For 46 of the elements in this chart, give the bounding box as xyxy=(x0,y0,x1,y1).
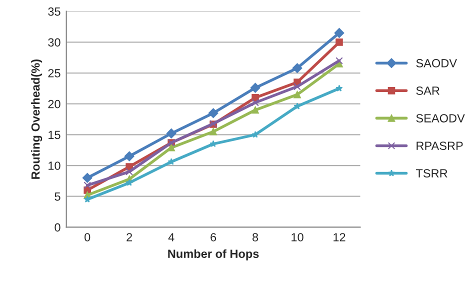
point xyxy=(208,108,218,118)
x-tick-label: 0 xyxy=(84,233,90,242)
point xyxy=(334,28,344,38)
y-tick-label: 20 xyxy=(48,100,60,108)
point xyxy=(252,131,259,138)
y-tick-label: 30 xyxy=(48,38,60,47)
y-tick-label: 25 xyxy=(48,69,60,78)
point xyxy=(124,151,134,162)
point xyxy=(292,63,302,74)
point xyxy=(336,57,343,64)
x-tick-label: 8 xyxy=(252,233,258,242)
point xyxy=(82,172,92,183)
point xyxy=(294,90,301,98)
legend-label: RPASRP xyxy=(416,142,463,150)
point xyxy=(210,140,217,147)
legend-label: TSRR xyxy=(416,169,448,178)
x-tick-label: 4 xyxy=(168,233,174,242)
legend-label: SAR xyxy=(416,86,440,95)
y-axis-title: Routing Overhead(%) xyxy=(31,60,42,179)
point xyxy=(336,38,343,46)
legend-label: SEAODV xyxy=(416,114,465,122)
x-axis-title: Number of Hops xyxy=(168,249,259,260)
point xyxy=(294,82,301,90)
point xyxy=(84,196,91,202)
point xyxy=(252,98,259,106)
point xyxy=(252,106,259,114)
y-tick-label: 15 xyxy=(48,130,60,140)
point xyxy=(294,102,301,110)
point xyxy=(336,84,343,92)
x-tick-label: 10 xyxy=(292,233,304,242)
point xyxy=(126,179,133,186)
y-tick-label: 0 xyxy=(54,223,60,232)
x-tick-label: 12 xyxy=(334,233,346,242)
y-tick-label: 10 xyxy=(48,162,60,170)
y-tick-label: 5 xyxy=(54,192,60,201)
point xyxy=(168,144,175,152)
point xyxy=(250,82,260,93)
point xyxy=(126,168,133,176)
point xyxy=(84,182,91,189)
legend-label: SAODV xyxy=(416,59,457,68)
y-tick-label: 35 xyxy=(48,7,60,16)
point xyxy=(166,128,176,138)
x-tick-label: 2 xyxy=(126,233,132,242)
x-tick-label: 6 xyxy=(210,233,216,242)
point xyxy=(168,158,175,165)
point xyxy=(210,128,217,136)
